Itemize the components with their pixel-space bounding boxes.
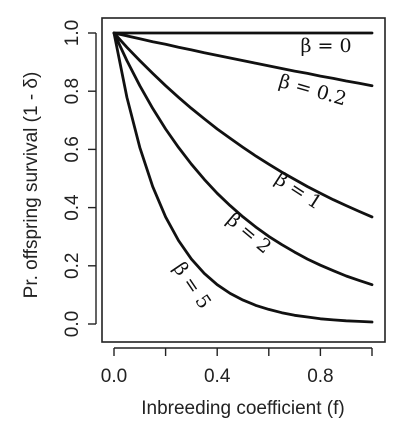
y-axis-label: Pr. offspring survival (1 - δ) [21,72,42,299]
y-tick-label: 0.8 [62,78,83,104]
series-line [112,31,374,219]
y-tick-label: 1.0 [62,20,83,46]
y-tick-label: 0.6 [62,136,83,162]
series-line [112,31,374,88]
series-line [112,31,374,324]
series-line [112,31,374,287]
y-tick-label: 0.2 [62,253,83,279]
x-axis: 0.0 0.4 0.8 [101,347,373,387]
x-axis-label: Inbreeding coefficient (f) [141,398,345,419]
x-tick-label: 0.0 [101,366,127,387]
y-tick-label: 0.4 [62,194,83,221]
x-tick-label: 0.4 [204,366,231,387]
series-label: β = 0 [300,35,351,57]
series-label: β = 0.2 [276,70,349,110]
x-tick-label: 0.8 [307,366,333,387]
series-label: β = 2 [222,209,275,259]
series-label: β = 1 [271,168,326,214]
series-lines [112,31,374,324]
series-label: β = 5 [169,258,216,313]
y-tick-label: 0.0 [62,311,83,337]
plot-frame [101,17,386,343]
y-axis: 0.0 0.2 0.4 0.6 0.8 1.0 [62,20,97,337]
